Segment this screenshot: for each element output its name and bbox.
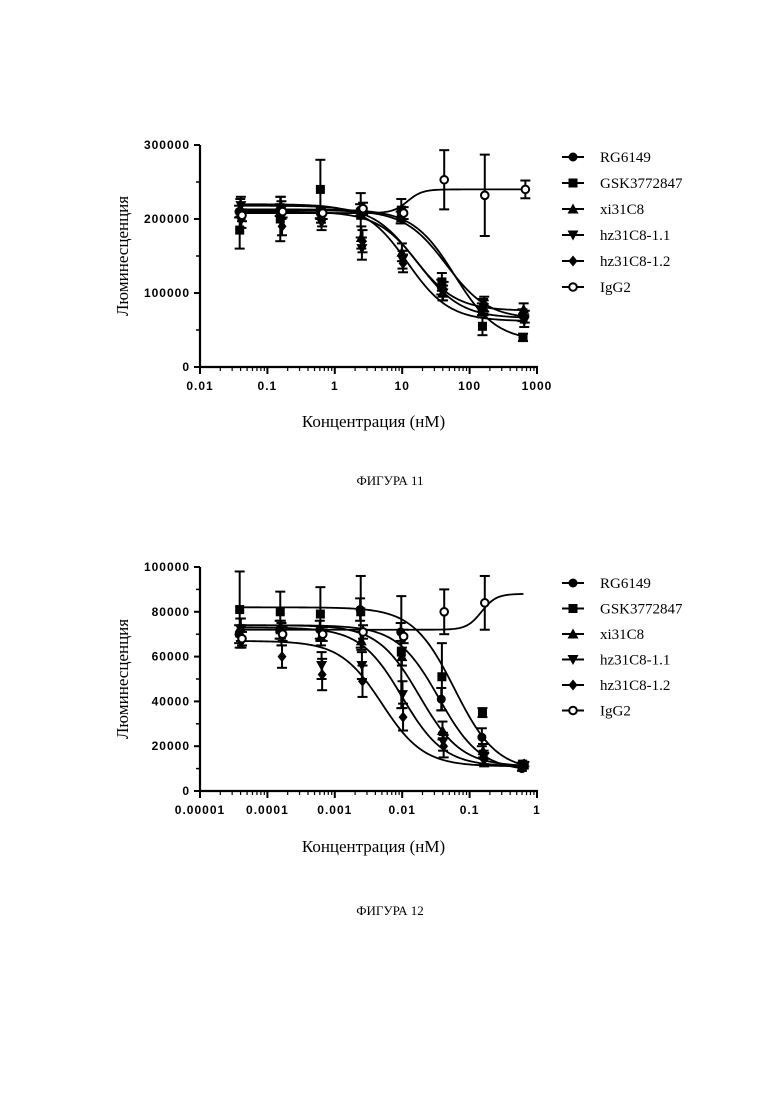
x-tick-label: 0.001 [317,803,352,817]
data-point-GSK3772847 [276,607,285,616]
legend-marker-RG6149 [569,579,578,588]
data-point-GSK3772847 [235,605,244,614]
data-point-IgG2 [279,630,287,638]
y-tick-label: 20000 [152,739,190,753]
y-tick-label: 0 [182,784,190,798]
y-tick-label: 300000 [144,138,190,152]
y-tick-label: 200000 [144,212,190,226]
figure-12-chart: 0 20000 40000 60000 80000 100000 0.00001 0.0001… [113,560,683,918]
data-point-hz31C8-1.2 [358,676,367,687]
legend-marker-hz31C8-1.2 [569,256,578,267]
data-point-IgG2 [238,635,246,643]
y-axis-label: Люминесценция [113,196,132,316]
x-tick-label: 0.1 [258,379,278,393]
y-tick-label: 100000 [144,286,190,300]
legend-marker-IgG2 [569,283,577,291]
page-figures: 01000002000003000000.010.11101001000RG61… [0,0,780,1103]
x-tick-label: 0.1 [460,803,480,817]
legend-label: RG6149 [600,150,651,166]
legend-label: hz31C8-1.1 [600,653,670,669]
legend-marker-GSK3772847 [569,179,578,188]
y-tick-label: 0 [182,360,190,374]
legend-label: hz31C8-1.1 [600,228,670,244]
data-point-GSK3772847 [356,607,365,616]
legend-label: RG6149 [600,576,651,592]
figure-11-chart: 0 100000 200000 300000 0.01 0.1 1 10 100 1000 RG61… [113,138,683,488]
legend-marker-IgG2 [569,707,577,715]
legend-marker-hz31C8-1.2 [569,680,578,691]
x-tick-label: 0.00001 [175,803,225,817]
x-axis-label: Концентрация (нМ) [302,837,445,856]
x-tick-label: 0.01 [389,803,416,817]
data-point-IgG2 [238,212,246,220]
legend-label: xi31C8 [600,202,644,218]
data-point-GSK3772847 [316,185,325,194]
y-tick-label: 100000 [144,560,190,574]
data-point-GSK3772847 [478,322,487,331]
data-point-IgG2 [319,630,327,638]
data-point-hz31C8-1.1 [397,690,408,700]
data-point-IgG2 [481,599,489,607]
data-point-GSK3772847 [437,672,446,681]
x-tick-label: 1000 [522,379,553,393]
data-point-IgG2 [359,628,367,636]
legend-label: xi31C8 [600,627,644,643]
data-point-IgG2 [279,208,287,216]
data-point-GSK3772847 [519,333,528,342]
data-point-IgG2 [522,186,530,194]
data-point-hz31C8-1.2 [278,651,287,662]
data-point-GSK3772847 [316,610,325,619]
figure-caption: ФИГУРА 11 [356,473,423,488]
x-tick-label: 10 [395,379,410,393]
data-point-IgG2 [319,209,327,217]
legend-label: IgG2 [600,280,631,296]
x-tick-label: 1 [331,379,339,393]
legend-label: hz31C8-1.2 [600,254,670,270]
y-tick-label: 80000 [152,605,190,619]
data-point-IgG2 [400,209,408,217]
legend-label: GSK3772847 [600,602,683,618]
x-tick-label: 1 [533,803,541,817]
data-point-IgG2 [400,633,408,641]
data-point-IgG2 [359,205,367,213]
y-tick-label: 60000 [152,650,190,664]
y-axis-label: Люминесценция [113,619,132,739]
data-point-IgG2 [440,608,448,616]
x-tick-label: 0.01 [186,379,213,393]
y-tick-label: 40000 [152,694,190,708]
figure-caption: ФИГУРА 12 [356,903,424,918]
legend-label: hz31C8-1.2 [600,678,670,694]
data-point-IgG2 [440,176,448,184]
data-point-GSK3772847 [478,708,487,717]
x-tick-label: 100 [458,379,481,393]
data-point-hz31C8-1.2 [399,712,408,723]
legend-marker-GSK3772847 [569,604,578,613]
data-point-RG6149 [477,733,486,742]
x-tick-label: 0.0001 [246,803,289,817]
data-point-xi31C8 [356,635,367,645]
data-point-IgG2 [481,192,489,200]
legend-label: IgG2 [600,704,631,720]
legend-label: GSK3772847 [600,176,683,192]
x-axis-label: Концентрация (нМ) [302,412,445,431]
legend-marker-RG6149 [569,153,578,162]
